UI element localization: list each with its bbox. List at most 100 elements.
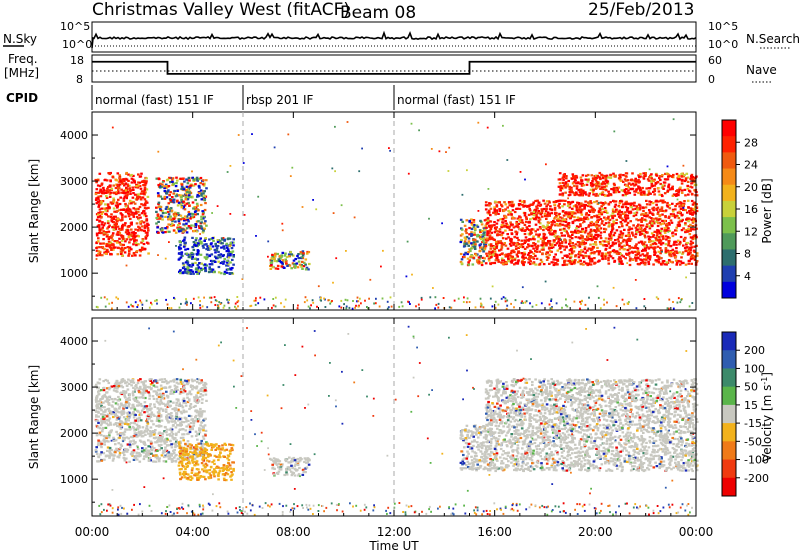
- power-colorbar-swatch: [722, 152, 736, 169]
- heatmap-cell: [133, 252, 136, 254]
- heatmap-cell: [645, 226, 648, 228]
- heatmap-cell: [490, 256, 493, 258]
- heatmap-cell: [144, 207, 147, 209]
- heatmap-cell: [191, 379, 194, 381]
- heatmap-cell: [187, 220, 190, 222]
- heatmap-cell: [562, 245, 565, 247]
- heatmap-cell: [546, 259, 549, 261]
- heatmap-cell: [504, 254, 506, 256]
- heatmap-cell: [563, 230, 566, 232]
- heatmap-cell: [461, 258, 464, 260]
- heatmap-cell: [183, 246, 186, 248]
- heatmap-cell: [673, 308, 675, 310]
- heatmap-cell: [141, 225, 144, 227]
- power-tick-label: 1000: [60, 267, 88, 280]
- heatmap-cell: [123, 197, 126, 199]
- heatmap-cell: [318, 285, 320, 287]
- heatmap-cell: [209, 268, 212, 270]
- heatmap-cell: [474, 243, 477, 245]
- heatmap-cell: [147, 229, 150, 231]
- heatmap-cell: [217, 241, 220, 243]
- heatmap-cell: [599, 243, 602, 245]
- heatmap-cell: [510, 262, 513, 264]
- heatmap-cell: [186, 203, 189, 205]
- heatmap-cell: [608, 225, 611, 227]
- heatmap-cell: [124, 183, 127, 185]
- heatmap-cell: [166, 434, 169, 436]
- heatmap-cell: [130, 223, 133, 225]
- heatmap-cell: [650, 177, 653, 179]
- heatmap-cell: [556, 200, 559, 202]
- heatmap-cell: [143, 411, 146, 413]
- heatmap-cell: [161, 229, 164, 231]
- heatmap-cell: [658, 242, 661, 244]
- heatmap-cell: [675, 247, 678, 249]
- heatmap-cell: [284, 259, 287, 261]
- heatmap-cell: [134, 254, 137, 256]
- heatmap-cell: [211, 212, 213, 214]
- heatmap-cell: [137, 229, 140, 231]
- heatmap-cell: [476, 241, 479, 243]
- nsearch-tick-top: 10^5: [708, 20, 738, 33]
- heatmap-cell: [506, 233, 509, 235]
- heatmap-cell: [297, 257, 300, 259]
- heatmap-cell: [575, 204, 578, 206]
- heatmap-cell: [618, 258, 621, 260]
- heatmap-cell: [653, 188, 656, 190]
- heatmap-cell: [116, 242, 119, 244]
- heatmap-cell: [658, 257, 661, 259]
- heatmap-cell: [113, 192, 116, 194]
- heatmap-cell: [218, 271, 221, 273]
- heatmap-cell: [546, 200, 549, 202]
- heatmap-cell: [478, 256, 481, 258]
- heatmap-cell: [463, 296, 465, 298]
- heatmap-cell: [640, 221, 643, 223]
- heatmap-cell: [146, 219, 149, 221]
- heatmap-cell: [512, 217, 515, 219]
- heatmap-cell: [202, 305, 204, 307]
- heatmap-cell: [655, 208, 658, 210]
- heatmap-cell: [625, 176, 628, 178]
- heatmap-cell: [474, 239, 477, 241]
- heatmap-cell: [585, 229, 588, 231]
- heatmap-cell: [615, 250, 618, 252]
- heatmap-cell: [584, 248, 587, 250]
- heatmap-cell: [641, 187, 644, 189]
- heatmap-cell: [635, 260, 638, 262]
- heatmap-cell: [658, 218, 661, 220]
- heatmap-cell: [161, 420, 164, 422]
- heatmap-cell: [587, 226, 590, 228]
- heatmap-cell: [585, 255, 588, 257]
- heatmap-cell: [689, 224, 692, 226]
- heatmap-cell: [100, 451, 103, 453]
- heatmap-cell: [649, 258, 652, 260]
- heatmap-cell: [564, 200, 567, 202]
- heatmap-cell: [598, 213, 601, 215]
- heatmap-cell: [637, 179, 640, 181]
- heatmap-cell: [511, 201, 514, 203]
- heatmap-cell: [124, 240, 127, 242]
- heatmap-cell: [359, 298, 361, 300]
- heatmap-cell: [132, 201, 135, 203]
- heatmap-cell: [98, 220, 101, 222]
- heatmap-cell: [188, 415, 191, 417]
- heatmap-cell: [632, 259, 635, 261]
- heatmap-cell: [131, 187, 134, 189]
- heatmap-cell: [175, 454, 178, 456]
- heatmap-cell: [613, 249, 616, 251]
- heatmap-cell: [659, 214, 662, 216]
- heatmap-cell: [217, 257, 219, 259]
- heatmap-cell: [178, 219, 181, 221]
- heatmap-cell: [605, 218, 608, 220]
- heatmap-cell: [559, 182, 562, 184]
- heatmap-cell: [334, 126, 336, 128]
- heatmap-cell: [543, 263, 546, 265]
- heatmap-cell: [651, 222, 654, 224]
- heatmap-cell: [136, 306, 138, 308]
- heatmap-cell: [510, 303, 512, 305]
- heatmap-cell: [398, 306, 400, 308]
- heatmap-cell: [597, 234, 600, 236]
- heatmap-cell: [200, 263, 203, 265]
- nave-tick-bottom: 0: [708, 73, 715, 86]
- heatmap-cell: [195, 224, 198, 226]
